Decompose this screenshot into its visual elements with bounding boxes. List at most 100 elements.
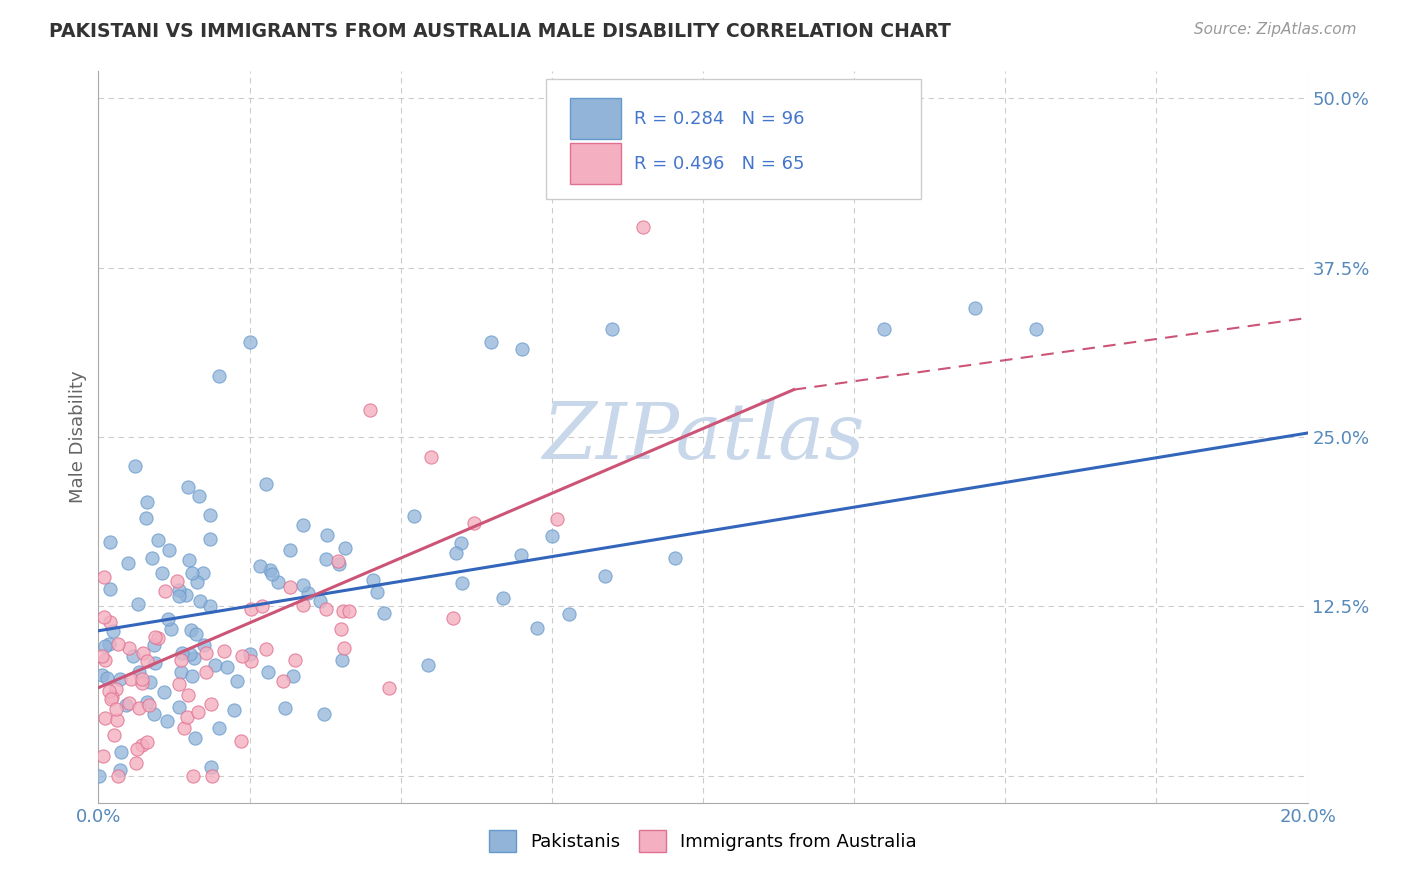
Point — [333, 541, 356, 556]
Point — [215, 660, 238, 674]
Point — [200, 769, 222, 783]
Point — [546, 512, 568, 526]
Point — [132, 646, 155, 660]
Point — [91, 667, 114, 681]
Point — [366, 585, 388, 599]
Point — [481, 335, 503, 350]
Point — [281, 669, 304, 683]
Point — [284, 653, 307, 667]
Text: R = 0.496   N = 65: R = 0.496 N = 65 — [634, 155, 804, 173]
Point — [330, 653, 353, 667]
Point — [208, 369, 231, 384]
Point — [332, 604, 354, 618]
Point — [204, 657, 226, 672]
Point — [101, 690, 124, 705]
Point — [557, 607, 579, 622]
Point — [664, 550, 686, 565]
Point — [107, 769, 129, 783]
Point — [378, 681, 401, 695]
Point — [200, 760, 222, 774]
Point — [103, 728, 125, 742]
Point — [105, 702, 128, 716]
Point — [328, 558, 350, 572]
Point — [153, 685, 176, 699]
Point — [260, 567, 283, 582]
Point — [100, 692, 122, 706]
Point — [278, 580, 301, 594]
Point — [373, 607, 395, 621]
Point — [450, 576, 472, 591]
Point — [160, 622, 183, 636]
Point — [170, 665, 193, 680]
Point — [330, 622, 353, 636]
Point — [333, 640, 356, 655]
Point — [291, 598, 314, 612]
Point — [139, 674, 162, 689]
Point — [250, 599, 273, 614]
Point — [259, 564, 281, 578]
Point — [184, 626, 207, 640]
Point — [254, 477, 277, 491]
Point — [441, 610, 464, 624]
Point — [195, 646, 218, 660]
Point — [316, 528, 339, 542]
Point — [180, 669, 202, 683]
Point — [510, 342, 533, 356]
Point — [167, 677, 190, 691]
Text: R = 0.284   N = 96: R = 0.284 N = 96 — [634, 110, 804, 128]
Point — [184, 731, 207, 746]
Point — [179, 647, 201, 661]
Point — [195, 665, 218, 680]
Point — [131, 672, 153, 686]
Text: Source: ZipAtlas.com: Source: ZipAtlas.com — [1194, 22, 1357, 37]
Point — [167, 583, 190, 598]
Point — [179, 553, 201, 567]
Point — [100, 582, 122, 597]
Point — [207, 721, 229, 735]
Point — [492, 591, 515, 605]
Point — [145, 656, 167, 670]
Point — [93, 639, 115, 653]
Point — [96, 672, 118, 686]
Point — [125, 742, 148, 756]
Point — [135, 511, 157, 525]
Point — [231, 733, 253, 747]
Point — [450, 536, 472, 550]
Point — [127, 598, 149, 612]
Point — [446, 546, 468, 560]
Point — [87, 769, 110, 783]
Point — [136, 495, 159, 509]
Point — [122, 648, 145, 663]
Point — [239, 653, 262, 667]
Point — [200, 508, 222, 523]
Legend: Pakistanis, Immigrants from Australia: Pakistanis, Immigrants from Australia — [482, 823, 924, 860]
Point — [177, 688, 200, 702]
Point — [315, 551, 337, 566]
Point — [128, 665, 150, 679]
Point — [180, 624, 202, 638]
Point — [107, 637, 129, 651]
Point — [110, 746, 132, 760]
Point — [297, 586, 319, 600]
Point — [166, 574, 188, 588]
Point — [118, 640, 141, 655]
Point — [402, 509, 425, 524]
Point — [291, 578, 314, 592]
Point — [181, 566, 204, 580]
Point — [157, 542, 180, 557]
FancyBboxPatch shape — [569, 98, 621, 138]
Y-axis label: Male Disability: Male Disability — [69, 371, 87, 503]
Point — [239, 335, 262, 350]
Point — [239, 647, 262, 661]
Point — [98, 534, 121, 549]
Point — [240, 601, 263, 615]
Point — [200, 599, 222, 613]
Point — [212, 644, 235, 658]
Point — [156, 714, 179, 728]
Point — [120, 672, 142, 686]
Point — [97, 637, 120, 651]
Point — [91, 748, 114, 763]
Point — [143, 631, 166, 645]
Point — [188, 489, 211, 503]
Point — [183, 651, 205, 665]
